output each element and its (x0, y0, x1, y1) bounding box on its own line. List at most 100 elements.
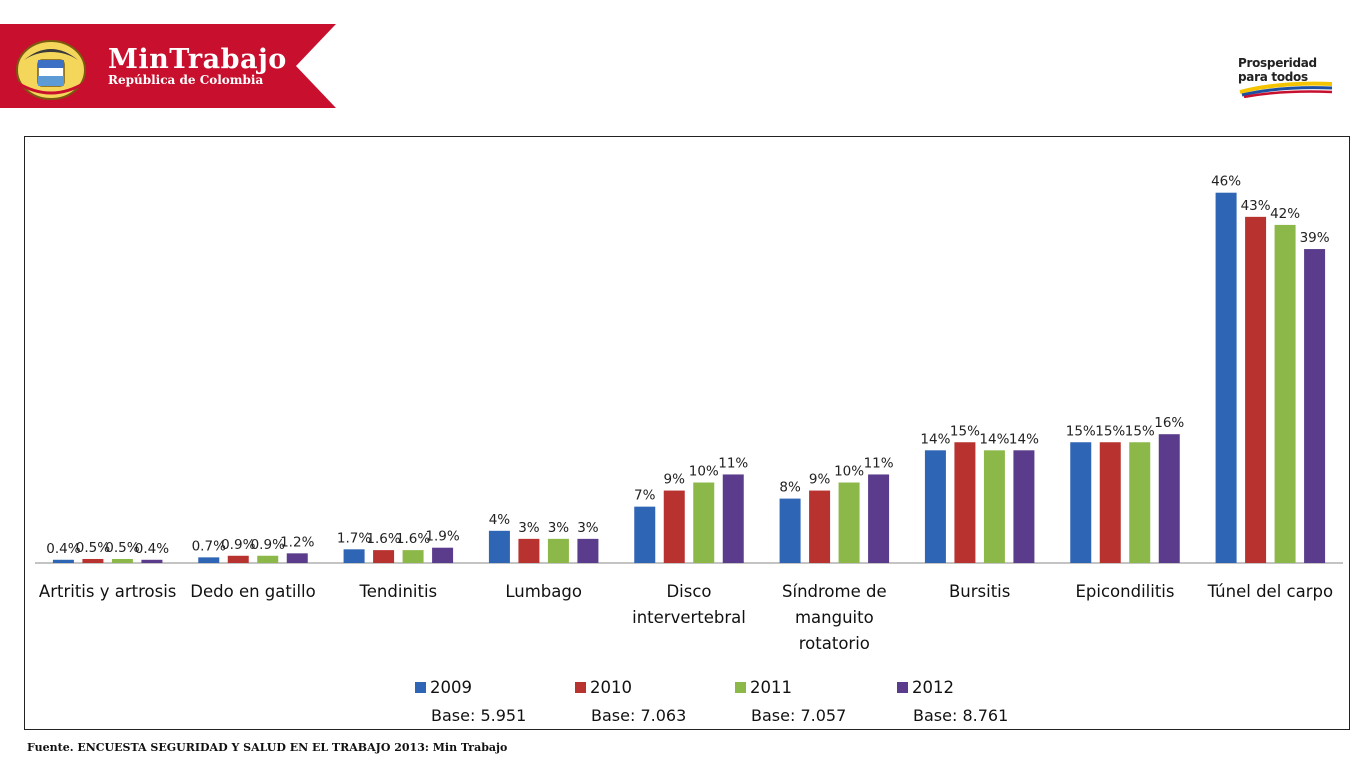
bar-2009-1 (198, 557, 220, 563)
bar-2012-3 (577, 538, 599, 563)
bar-2012-7 (1158, 434, 1180, 563)
bar-2010-1 (227, 555, 249, 563)
category-label-5-0: Síndrome de (782, 582, 887, 601)
bar-2011-7 (1129, 442, 1151, 563)
bar-2011-0 (111, 558, 133, 563)
data-label-2011-4: 10% (689, 464, 719, 480)
data-label-2011-8: 42% (1270, 206, 1300, 222)
bar-2010-5 (809, 490, 831, 563)
data-label-2012-2: 1.9% (425, 529, 459, 545)
bar-2010-6 (954, 442, 976, 563)
data-label-2012-3: 3% (577, 520, 599, 536)
bar-2010-7 (1099, 442, 1121, 563)
data-label-2010-0: 0.5% (76, 540, 110, 556)
data-label-2009-2: 1.7% (337, 530, 371, 546)
category-label-5-2: rotatorio (799, 634, 870, 653)
bar-2009-3 (488, 530, 510, 563)
data-label-2009-3: 4% (489, 512, 511, 528)
legend-swatch-2011 (735, 682, 746, 693)
bar-2009-8 (1215, 192, 1237, 563)
bar-2009-2 (343, 549, 365, 563)
bar-2012-5 (868, 474, 890, 563)
data-label-2010-4: 9% (664, 472, 686, 488)
bar-2011-8 (1274, 224, 1296, 563)
data-label-2012-4: 11% (718, 455, 748, 471)
prosperidad-logo: Prosperidad para todos (1238, 56, 1334, 100)
bar-2010-4 (663, 490, 685, 563)
bar-2010-8 (1245, 216, 1267, 563)
legend-swatch-2009 (415, 682, 426, 693)
bar-2011-3 (547, 538, 569, 563)
data-label-2010-7: 15% (1095, 423, 1125, 439)
data-label-2011-0: 0.5% (105, 540, 139, 556)
data-label-2009-6: 14% (920, 431, 950, 447)
data-label-2009-5: 8% (779, 480, 801, 496)
data-label-2009-0: 0.4% (46, 541, 80, 557)
data-label-2012-5: 11% (864, 455, 894, 471)
data-label-2009-4: 7% (634, 488, 656, 504)
bar-2009-5 (779, 498, 801, 563)
bar-2010-2 (373, 550, 395, 563)
data-label-2012-0: 0.4% (135, 541, 169, 557)
legend-label-2009: 2009 (430, 678, 472, 697)
data-label-2012-1: 1.2% (280, 534, 314, 550)
category-label-7-0: Epicondilitis (1076, 582, 1175, 601)
legend-swatch-2010 (575, 682, 586, 693)
bar-2009-0 (52, 559, 74, 563)
legend-base-2010: Base: 7.063 (591, 706, 686, 725)
category-label-8-0: Túnel del carpo (1207, 582, 1333, 601)
data-label-2012-6: 14% (1009, 431, 1039, 447)
bar-2012-1 (286, 553, 308, 563)
bar-2011-2 (402, 550, 424, 563)
legend-base-2012: Base: 8.761 (913, 706, 1008, 725)
data-label-2009-8: 46% (1211, 174, 1241, 190)
data-label-2011-2: 1.6% (396, 531, 430, 547)
source-footnote: Fuente. ENCUESTA SEGURIDAD Y SALUD EN EL… (27, 741, 508, 754)
data-label-2010-5: 9% (809, 472, 831, 488)
category-label-2-0: Tendinitis (359, 582, 438, 601)
ministry-banner (0, 24, 346, 108)
legend-swatch-2012 (897, 682, 908, 693)
data-label-2011-3: 3% (548, 520, 570, 536)
banner-shape (0, 24, 336, 108)
category-label-0-0: Artritis y artrosis (39, 582, 176, 601)
legend-base-2009: Base: 5.951 (431, 706, 526, 725)
data-label-2011-1: 0.9% (251, 537, 285, 553)
bar-2012-4 (722, 474, 744, 563)
bar-2011-6 (983, 450, 1005, 563)
legend-base-2011: Base: 7.057 (751, 706, 846, 725)
colombia-coat-of-arms-icon (15, 40, 87, 100)
data-label-2010-8: 43% (1241, 198, 1271, 214)
data-label-2009-1: 0.7% (192, 538, 226, 554)
category-label-6-0: Bursitis (949, 582, 1010, 601)
bar-2012-6 (1013, 450, 1035, 563)
data-label-2009-7: 15% (1066, 423, 1096, 439)
bar-2009-7 (1070, 442, 1092, 563)
legend-label-2011: 2011 (750, 678, 792, 697)
bar-2012-2 (432, 547, 454, 563)
category-label-4-1: intervertebral (632, 608, 746, 627)
data-label-2011-5: 10% (834, 464, 864, 480)
bar-2012-0 (141, 559, 163, 563)
bar-chart: 0.4%0.5%0.5%0.4%Artritis y artrosis0.7%0… (35, 174, 1343, 725)
data-label-2011-6: 14% (979, 431, 1009, 447)
data-label-2010-3: 3% (518, 520, 540, 536)
category-label-5-1: manguito (795, 608, 874, 627)
bar-2012-8 (1304, 249, 1326, 564)
bar-2009-6 (924, 450, 946, 563)
category-label-3-0: Lumbago (505, 582, 582, 601)
chart-frame: 0.4% 0.5% 0.5% 0.4% Artritis y artrosis 0.7% 0… (24, 136, 1350, 730)
bar-2011-5 (838, 482, 860, 563)
bar-2010-0 (82, 558, 104, 563)
data-label-2010-2: 1.6% (366, 531, 400, 547)
prosperidad-logo-line2: para todos (1238, 70, 1308, 84)
bar-2010-3 (518, 538, 540, 563)
prosperidad-logo-line1: Prosperidad (1238, 56, 1317, 70)
data-label-2012-8: 39% (1300, 230, 1330, 246)
legend-label-2010: 2010 (590, 678, 632, 697)
bar-2011-4 (693, 482, 715, 563)
category-label-1-0: Dedo en gatillo (190, 582, 315, 601)
data-label-2010-6: 15% (950, 423, 980, 439)
data-label-2012-7: 16% (1154, 415, 1184, 431)
brand-title: MinTrabajo (108, 44, 287, 75)
